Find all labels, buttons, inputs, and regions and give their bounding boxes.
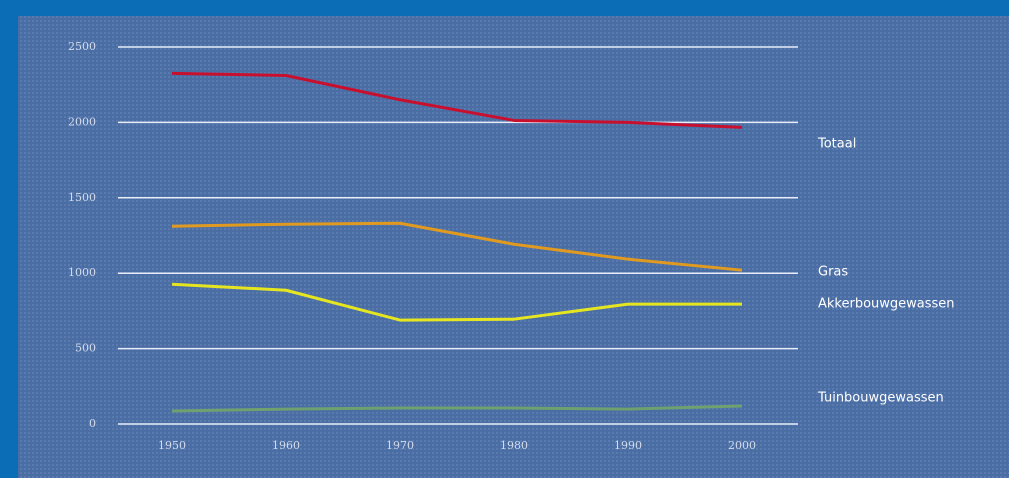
series-line <box>171 71 743 129</box>
series-line <box>171 282 742 322</box>
y-tick-label: 0 <box>89 417 96 430</box>
y-tick-label: 2000 <box>68 115 96 128</box>
x-tick-label: 2000 <box>728 439 756 452</box>
series-line <box>171 404 743 413</box>
y-tick-label: 1000 <box>68 266 96 279</box>
y-tick-label: 1500 <box>68 191 96 204</box>
series-label: Akkerbouwgewassen <box>818 297 955 312</box>
x-tick-label: 1950 <box>158 439 186 452</box>
y-tick-label: 2500 <box>68 40 96 53</box>
series-label: Totaal <box>817 137 856 152</box>
plot-panel <box>18 16 1009 478</box>
series-label: Tuinbouwgewassen <box>817 391 944 406</box>
series-line <box>171 221 743 272</box>
x-tick-label: 1960 <box>272 439 300 452</box>
x-tick-label: 1980 <box>500 439 528 452</box>
series-label: Gras <box>818 265 848 280</box>
y-tick-label: 500 <box>75 342 96 355</box>
x-tick-label: 1990 <box>614 439 642 452</box>
x-tick-label: 1970 <box>386 439 414 452</box>
